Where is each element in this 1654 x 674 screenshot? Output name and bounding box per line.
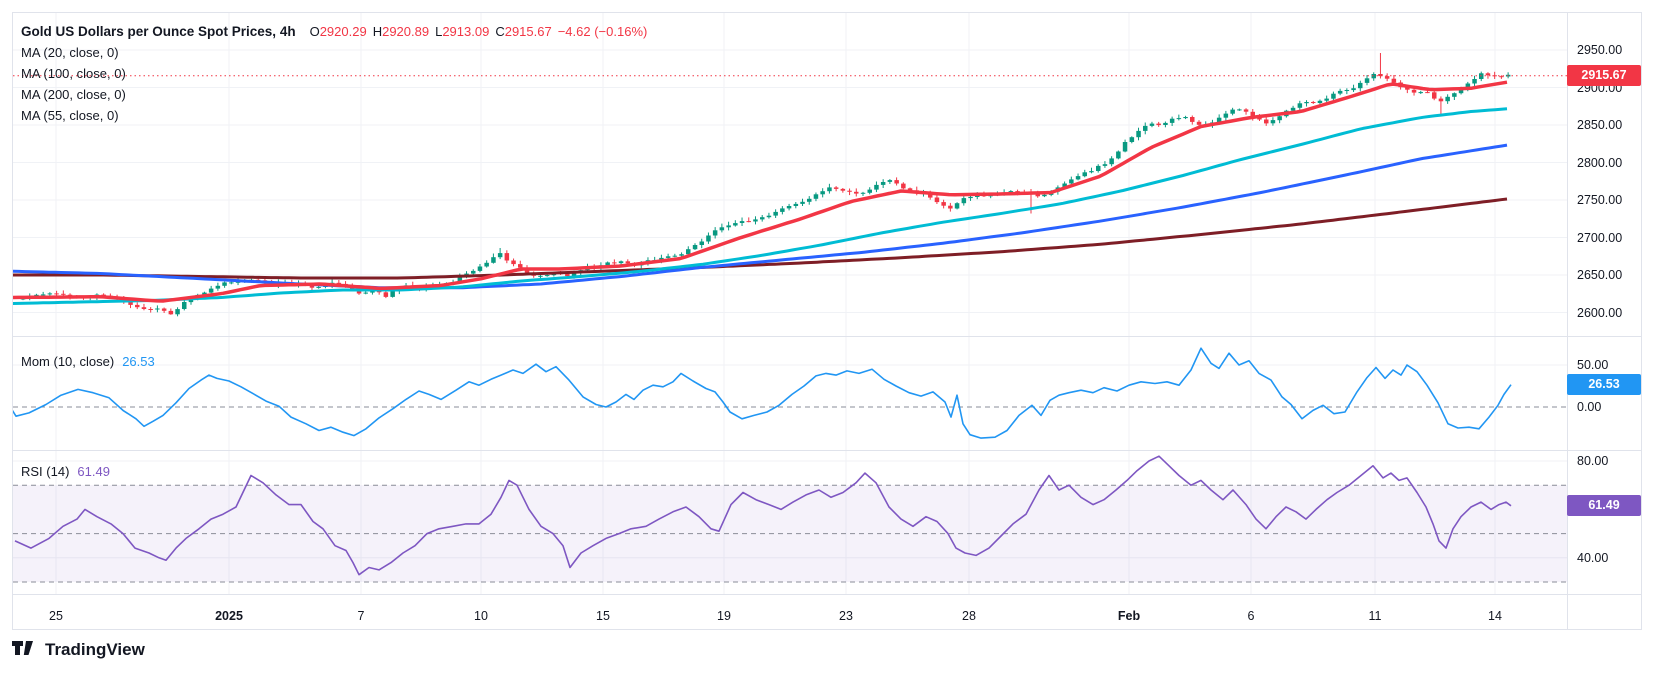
tradingview-logo-icon xyxy=(12,641,33,655)
candlestick-series xyxy=(20,53,1511,317)
ma200-line xyxy=(13,197,1508,280)
ma20-line xyxy=(13,80,1508,303)
chart-plot-area[interactable] xyxy=(13,13,1641,629)
tradingview-logo[interactable]: TradingView xyxy=(12,640,145,660)
tradingview-logo-text: TradingView xyxy=(45,640,145,659)
ma55-line xyxy=(13,107,1508,305)
rsi-line xyxy=(14,455,1512,576)
chart-frame[interactable]: Gold US Dollars per Ounce Spot Prices, 4… xyxy=(12,12,1642,630)
momentum-line xyxy=(13,347,1512,439)
ma100-line xyxy=(13,143,1508,290)
